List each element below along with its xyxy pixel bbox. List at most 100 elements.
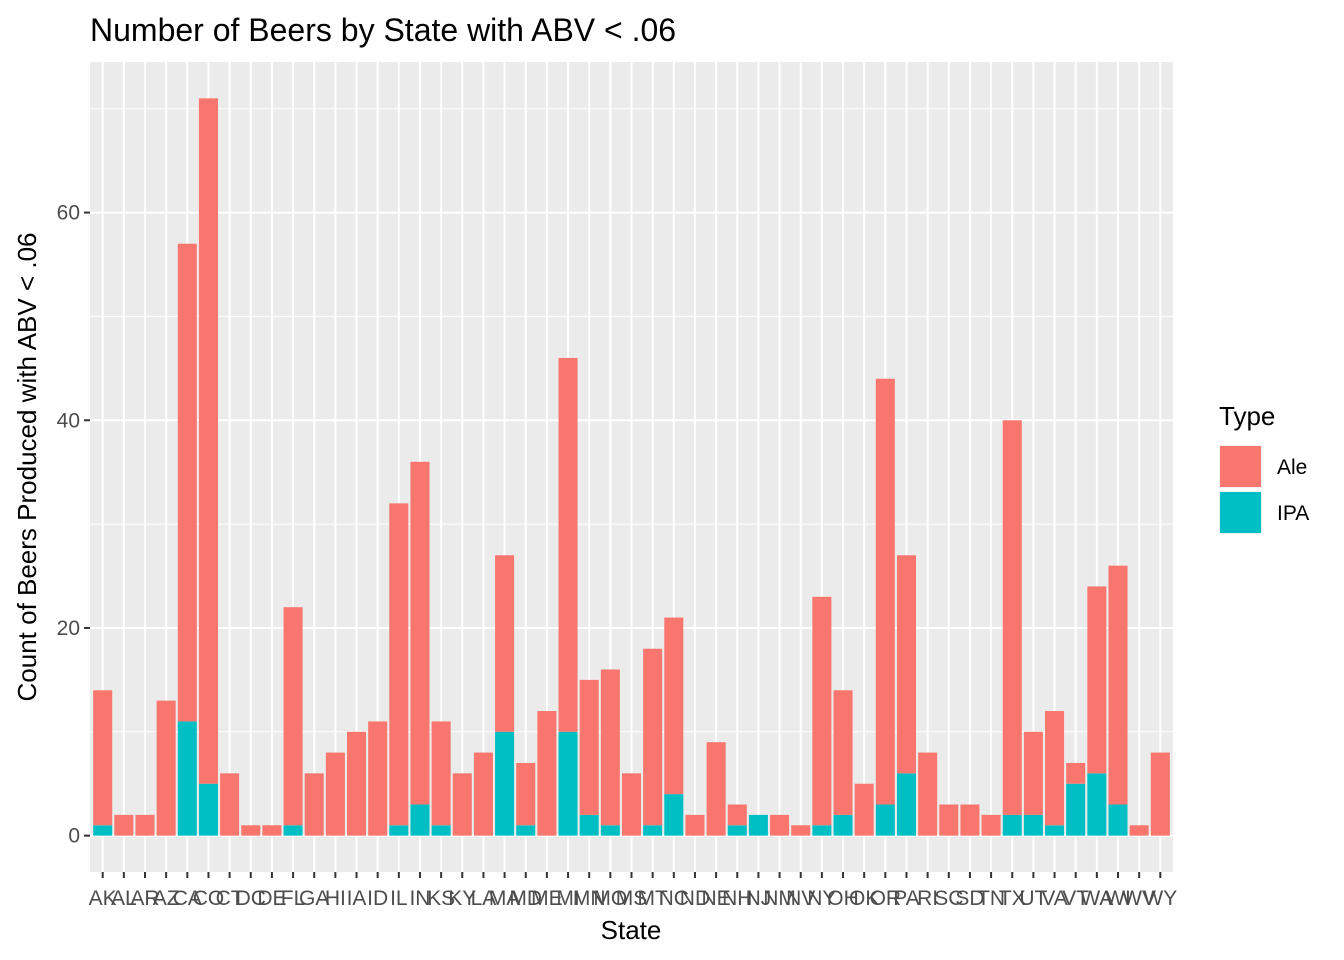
bar-ale-de [262, 825, 282, 836]
bar-ipa-wa [1087, 773, 1107, 836]
x-tick-label: TX [999, 887, 1026, 910]
bar-ale-nv [791, 825, 811, 836]
bar-ipa-ny [812, 825, 832, 836]
bar-ale-md [516, 762, 536, 826]
bar-ale-pa [896, 555, 916, 774]
bar-ale-ar [135, 814, 155, 836]
x-tick-label: TN [977, 887, 1005, 910]
x-tick-label: CO [193, 887, 225, 910]
bar-ale-ks [431, 721, 451, 826]
bar-ale-ms [621, 773, 642, 836]
bar-ale-wy [1150, 752, 1170, 836]
bar-ipa-ks [431, 825, 451, 836]
bar-ale-tn [981, 814, 1001, 836]
x-tick-label: OR [870, 887, 902, 910]
bar-ipa-oh [833, 814, 853, 836]
bar-ipa-mn [579, 814, 599, 836]
bar-ale-mi [558, 357, 578, 732]
x-tick-label: RI [917, 887, 938, 910]
x-tick-label: MN [573, 887, 606, 910]
bar-ale-ak [93, 690, 113, 826]
x-tick-label: IN [409, 887, 430, 910]
bar-ale-ct [220, 773, 240, 836]
x-tick-label: AL [111, 887, 137, 910]
bar-ipa-nj [748, 814, 768, 836]
bar-ipa-mo [600, 825, 620, 836]
bar-ale-dc [241, 825, 261, 836]
bar-ale-ny [812, 596, 832, 826]
bar-ipa-mi [558, 731, 578, 836]
y-tick-label: 40 [57, 409, 80, 432]
bar-ipa-mt [643, 825, 663, 836]
bar-ale-co [198, 98, 218, 784]
bar-ale-id [368, 721, 388, 836]
bar-ale-wa [1087, 586, 1107, 774]
bar-ale-az [156, 700, 176, 836]
bar-ipa-ma [495, 731, 515, 836]
bar-ale-ut [1023, 731, 1043, 815]
x-tick-label: NE [702, 887, 731, 910]
bar-ale-ca [177, 243, 197, 722]
x-tick-label: ID [367, 887, 388, 910]
bar-ale-or [875, 378, 895, 805]
x-tick-label: PA [893, 887, 919, 910]
x-tick-label: WV [1122, 887, 1156, 910]
bar-ipa-nh [727, 825, 747, 836]
bar-ale-fl [283, 607, 303, 826]
x-tick-label: OH [827, 887, 859, 910]
x-tick-label: WA [1080, 887, 1113, 910]
y-axis: 0 20 40 60 [57, 202, 90, 848]
x-tick-label: WI [1105, 887, 1131, 910]
legend-swatch-ipa [1220, 492, 1261, 533]
x-tick-label: ME [531, 887, 563, 910]
x-tick-label: NM [763, 887, 796, 910]
y-axis-title: Count of Beers Produced with ABV < .06 [12, 232, 42, 701]
x-tick-label: KY [448, 887, 476, 910]
bar-ipa-ut [1023, 814, 1043, 836]
x-tick-label: IA [347, 887, 367, 910]
x-tick-label: VT [1062, 887, 1089, 910]
bar-ale-mt [643, 648, 663, 826]
bar-ale-sc [939, 804, 959, 836]
bar-ipa-in [410, 804, 430, 836]
x-tick-label: NY [807, 887, 836, 910]
bar-ipa-ak [93, 825, 113, 836]
x-tick-label: CA [173, 887, 202, 910]
bar-ale-la [473, 752, 493, 836]
x-tick-label: OK [849, 887, 879, 910]
bar-ale-sd [960, 804, 980, 836]
bar-ale-mn [579, 679, 599, 815]
bar-ale-ma [495, 555, 515, 732]
bar-ale-ky [452, 773, 472, 836]
x-axis-title: State [601, 915, 662, 945]
bar-ale-in [410, 461, 430, 805]
x-tick-label: NV [786, 887, 815, 910]
x-tick-label: MS [616, 887, 648, 910]
x-tick-label: LA [471, 887, 497, 910]
y-tick-label: 0 [68, 825, 80, 848]
legend-swatch-ale [1220, 446, 1261, 487]
legend-label-ipa: IPA [1277, 502, 1309, 525]
bar-ale-il [389, 503, 409, 826]
bar-ipa-wi [1108, 804, 1128, 836]
x-tick-label: HI [325, 887, 346, 910]
x-tick-label: MO [593, 887, 627, 910]
bar-ale-wi [1108, 565, 1128, 805]
bar-ipa-pa [896, 773, 916, 836]
bar-ale-ri [918, 752, 938, 836]
x-tick-label: SC [934, 887, 963, 910]
y-tick-label: 20 [57, 617, 80, 640]
x-tick-label: GA [299, 887, 329, 910]
bar-ale-tx [1002, 420, 1022, 815]
x-tick-label: NH [722, 887, 752, 910]
legend: Type Ale IPA [1219, 401, 1309, 534]
chart-title: Number of Beers by State with ABV < .06 [90, 12, 676, 48]
bar-ipa-or [875, 804, 895, 836]
bar-ale-nh [727, 804, 747, 826]
x-tick-label: DC [236, 887, 266, 910]
x-tick-label: MD [509, 887, 542, 910]
x-tick-label: NC [659, 887, 689, 910]
x-tick-label: VA [1041, 887, 1067, 910]
